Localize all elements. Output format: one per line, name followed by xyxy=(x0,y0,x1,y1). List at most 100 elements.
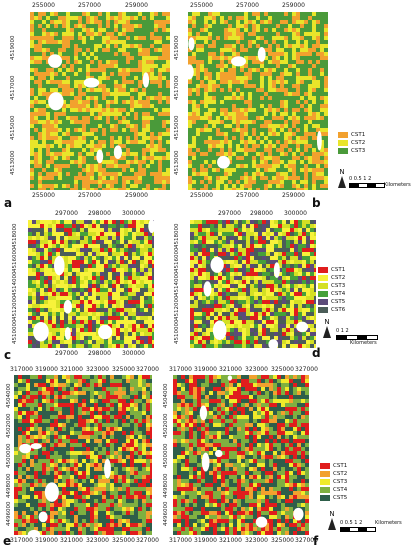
raster-cell xyxy=(236,20,240,24)
raster-cell xyxy=(212,64,216,68)
raster-cell xyxy=(158,52,162,56)
raster-cell xyxy=(38,108,42,112)
raster-cell xyxy=(152,268,154,272)
raster-cell xyxy=(42,40,46,44)
raster-cell xyxy=(304,12,308,16)
raster-cell xyxy=(48,252,52,256)
raster-cell xyxy=(78,28,82,32)
raster-cell xyxy=(222,280,226,284)
raster-cell xyxy=(208,172,212,176)
raster-cell xyxy=(218,280,222,284)
raster-cell xyxy=(112,312,116,316)
raster-cell xyxy=(150,96,154,100)
raster-cell xyxy=(52,256,56,260)
raster-cell xyxy=(30,20,34,24)
raster-cell xyxy=(50,84,54,88)
raster-cell xyxy=(118,32,122,36)
raster-cell xyxy=(278,284,282,288)
raster-cell xyxy=(266,276,270,280)
raster-cell xyxy=(306,252,310,256)
raster-cell xyxy=(154,12,158,16)
raster-cell xyxy=(126,180,130,184)
raster-cell xyxy=(142,156,146,160)
raster-cell xyxy=(324,68,328,72)
panel-b: 255000 257000 259000 4519000 4517000 451… xyxy=(160,0,340,210)
raster-cell xyxy=(84,300,88,304)
raster-cell xyxy=(228,152,232,156)
map-d xyxy=(190,220,316,348)
raster-cell xyxy=(222,240,226,244)
raster-cell xyxy=(146,36,150,40)
raster-cell xyxy=(110,144,114,148)
raster-cell xyxy=(68,324,72,328)
raster-cell xyxy=(108,220,112,224)
raster-cell xyxy=(132,320,136,324)
raster-cell xyxy=(98,108,102,112)
raster-cell xyxy=(302,276,306,280)
raster-cell xyxy=(152,260,154,264)
raster-cell xyxy=(120,260,124,264)
raster-cell xyxy=(112,288,116,292)
raster-cell xyxy=(268,148,272,152)
raster-cell xyxy=(202,296,206,300)
raster-cell xyxy=(232,24,236,28)
raster-cell xyxy=(236,28,240,32)
raster-cell xyxy=(234,308,238,312)
raster-cell xyxy=(220,176,224,180)
raster-cell xyxy=(276,104,280,108)
raster-cell xyxy=(292,96,296,100)
raster-cell xyxy=(122,120,126,124)
raster-cell xyxy=(30,124,34,128)
raster-cell xyxy=(246,276,250,280)
raster-cell xyxy=(196,188,200,190)
raster-cell xyxy=(288,180,292,184)
raster-cell xyxy=(132,332,136,336)
raster-cell xyxy=(194,280,198,284)
raster-cell xyxy=(198,232,202,236)
raster-cell xyxy=(192,160,196,164)
raster-cell xyxy=(254,232,258,236)
raster-cell xyxy=(264,108,268,112)
raster-cell xyxy=(252,160,256,164)
raster-cell xyxy=(44,220,48,224)
raster-cell xyxy=(194,288,198,292)
raster-cell xyxy=(100,260,104,264)
raster-cell xyxy=(72,332,76,336)
raster-cell xyxy=(42,68,46,72)
raster-cell xyxy=(126,12,130,16)
raster-cell xyxy=(44,244,48,248)
raster-cell xyxy=(126,36,130,40)
raster-cell xyxy=(286,240,290,244)
raster-cell xyxy=(300,28,304,32)
raster-cell xyxy=(192,96,196,100)
raster-cell xyxy=(110,176,114,180)
raster-cell xyxy=(158,16,162,20)
raster-cell xyxy=(80,276,84,280)
raster-cell xyxy=(86,20,90,24)
raster-cell xyxy=(30,92,34,96)
raster-cell xyxy=(216,132,220,136)
raster-cell xyxy=(112,308,116,312)
legend-item: CST3 xyxy=(338,147,365,155)
raster-cell xyxy=(130,168,134,172)
raster-cell xyxy=(272,144,276,148)
raster-cell xyxy=(274,276,278,280)
left-tick-4: 4513000 xyxy=(174,150,180,176)
raster-cell xyxy=(154,72,158,76)
raster-cell xyxy=(34,152,38,156)
raster-cell xyxy=(190,300,194,304)
raster-cell xyxy=(130,112,134,116)
raster-cell xyxy=(118,24,122,28)
raster-cell xyxy=(122,60,126,64)
raster-cell xyxy=(220,152,224,156)
raster-cell xyxy=(30,96,34,100)
raster-cell xyxy=(76,248,80,252)
raster-cell xyxy=(138,96,142,100)
raster-cell xyxy=(308,128,312,132)
raster-cell xyxy=(252,24,256,28)
raster-cell xyxy=(238,224,242,228)
raster-cell xyxy=(42,76,46,80)
raster-cell xyxy=(316,124,320,128)
raster-cell xyxy=(128,276,132,280)
raster-cell xyxy=(218,308,222,312)
